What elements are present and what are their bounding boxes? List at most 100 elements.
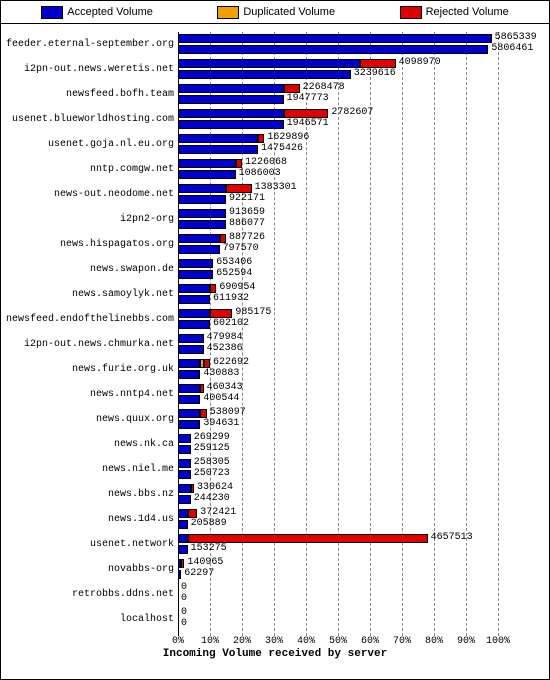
bar-segment: [178, 34, 492, 43]
value-label: 244230: [194, 494, 230, 504]
bar-zone: 22684781947773: [178, 82, 498, 107]
server-label: news.furie.org.uk: [1, 365, 178, 375]
value-label: 1475426: [261, 144, 303, 154]
bar-zone: 4657513153275: [178, 532, 498, 557]
bar-segment: [178, 70, 351, 79]
chart-row: usenet.network4657513153275: [1, 532, 549, 557]
value-label: 913659: [229, 208, 265, 218]
value-label: 2782607: [331, 108, 373, 118]
x-tick: 20%: [233, 636, 251, 647]
bar-segment: [178, 170, 236, 179]
bar-zone: 269299259125: [178, 432, 498, 457]
value-label: 372421: [200, 508, 236, 518]
value-label: 4098970: [399, 58, 441, 68]
bar-segment: [178, 45, 488, 54]
chart-row: news.swapon.de653406652594: [1, 257, 549, 282]
server-label: news.nk.ca: [1, 440, 178, 450]
bar-segment: [178, 245, 220, 254]
server-label: i2pn-out.news.chmurka.net: [1, 340, 178, 350]
value-label: 5806461: [491, 44, 533, 54]
legend-item-accepted: Accepted Volume: [41, 6, 153, 19]
bar-segment: [178, 284, 210, 293]
bar-segment: [178, 195, 226, 204]
server-label: news.bbs.nz: [1, 490, 178, 500]
bar-segment: [178, 359, 200, 368]
chart-row: usenet.goja.nl.eu.org16298961475426: [1, 132, 549, 157]
server-label: localhost: [1, 615, 178, 625]
value-label: 622692: [213, 358, 249, 368]
chart-row: i2pn-out.news.weretis.net 40989703239616: [1, 57, 549, 82]
bar-segment: [178, 445, 191, 454]
chart-row: news.hispagatos.org887726797570: [1, 232, 549, 257]
bar-zone: 00: [178, 582, 498, 607]
server-label: usenet.network: [1, 540, 178, 550]
value-label: 258305: [194, 458, 230, 468]
bar-segment: [258, 134, 264, 143]
bar-zone: 622692430883: [178, 357, 498, 382]
server-label: news.samoylyk.net: [1, 290, 178, 300]
bar-segment: [178, 184, 226, 193]
bar-zone: 12260681086003: [178, 157, 498, 182]
legend-label: Accepted Volume: [67, 6, 153, 18]
bar-segment: [191, 484, 194, 493]
legend-item-rejected: Rejected Volume: [400, 6, 509, 19]
x-tick: 10%: [201, 636, 219, 647]
value-label: 479984: [207, 333, 243, 343]
x-tick: 100%: [486, 636, 510, 647]
bar-zone: 653406652594: [178, 257, 498, 282]
bar-segment: [188, 534, 428, 543]
bar-segment: [178, 84, 284, 93]
server-label: i2pn-out.news.weretis.net: [1, 65, 178, 75]
chart-row: i2pn2-org913659886077: [1, 207, 549, 232]
bar-segment: [200, 384, 203, 393]
value-label: 922171: [229, 194, 265, 204]
value-label: 0: [181, 594, 187, 604]
chart-row: retrobbs.ddns.net00: [1, 582, 549, 607]
server-label: novabbs-org: [1, 565, 178, 575]
x-tick: 80%: [425, 636, 443, 647]
x-tick: 90%: [457, 636, 475, 647]
value-label: 0: [181, 583, 187, 593]
bar-segment: [178, 259, 213, 268]
value-label: 330624: [197, 483, 233, 493]
bar-segment: [236, 159, 242, 168]
bar-segment: [210, 309, 232, 318]
bar-segment: [178, 495, 191, 504]
value-label: 652594: [216, 269, 252, 279]
value-label: 653406: [216, 258, 252, 268]
bar-segment: [178, 370, 200, 379]
bar-zone: 372421205889: [178, 507, 498, 532]
x-tick: 30%: [265, 636, 283, 647]
chart-row: newsfeed.bofh.team22684781947773: [1, 82, 549, 107]
chart-row: news.samoylyk.net690954611932: [1, 282, 549, 307]
bar-segment: [188, 509, 198, 518]
bar-segment: [178, 270, 213, 279]
bar-zone: 538097394631: [178, 407, 498, 432]
bar-zone: 913659886077: [178, 207, 498, 232]
chart-row: usenet.blueworldhosting.com2782607194657…: [1, 107, 549, 132]
legend-label: Rejected Volume: [426, 6, 509, 18]
bar-segment: [178, 534, 188, 543]
value-label: 430883: [203, 369, 239, 379]
value-label: 886077: [229, 219, 265, 229]
value-label: 887726: [229, 233, 265, 243]
bar-zone: 58653395806461: [178, 32, 498, 57]
value-label: 460343: [207, 383, 243, 393]
plot-area: feeder.eternal-september.org586533958064…: [1, 24, 549, 662]
server-label: retrobbs.ddns.net: [1, 590, 178, 600]
chart-row: news.furie.org.uk622692430883: [1, 357, 549, 382]
chart-row: nntp.comgw.net12260681086003: [1, 157, 549, 182]
value-label: 985175: [235, 308, 271, 318]
value-label: 602102: [213, 319, 249, 329]
server-label: news.1d4.us: [1, 515, 178, 525]
bar-zone: 1383301922171: [178, 182, 498, 207]
bar-segment: [178, 545, 188, 554]
bar-segment: [284, 109, 329, 118]
bar-zone: 00: [178, 607, 498, 632]
value-label: 3239616: [354, 69, 396, 79]
value-label: 259125: [194, 444, 230, 454]
chart-row: news.nntp4.net460343400544: [1, 382, 549, 407]
value-label: 0: [181, 619, 187, 629]
bar-segment: [178, 470, 191, 479]
value-label: 690954: [219, 283, 255, 293]
